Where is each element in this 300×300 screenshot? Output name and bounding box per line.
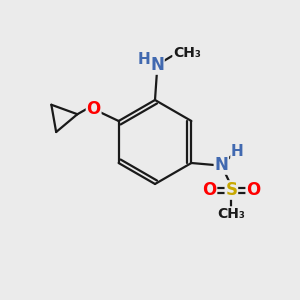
Text: CH₃: CH₃ — [218, 207, 245, 221]
Text: O: O — [86, 100, 101, 118]
Text: H: H — [231, 143, 244, 158]
Text: N: N — [150, 56, 164, 74]
Text: H: H — [138, 52, 150, 68]
Text: N: N — [214, 156, 228, 174]
Text: O: O — [202, 181, 217, 199]
Text: S: S — [225, 181, 237, 199]
Text: O: O — [246, 181, 260, 199]
Text: CH₃: CH₃ — [173, 46, 201, 60]
